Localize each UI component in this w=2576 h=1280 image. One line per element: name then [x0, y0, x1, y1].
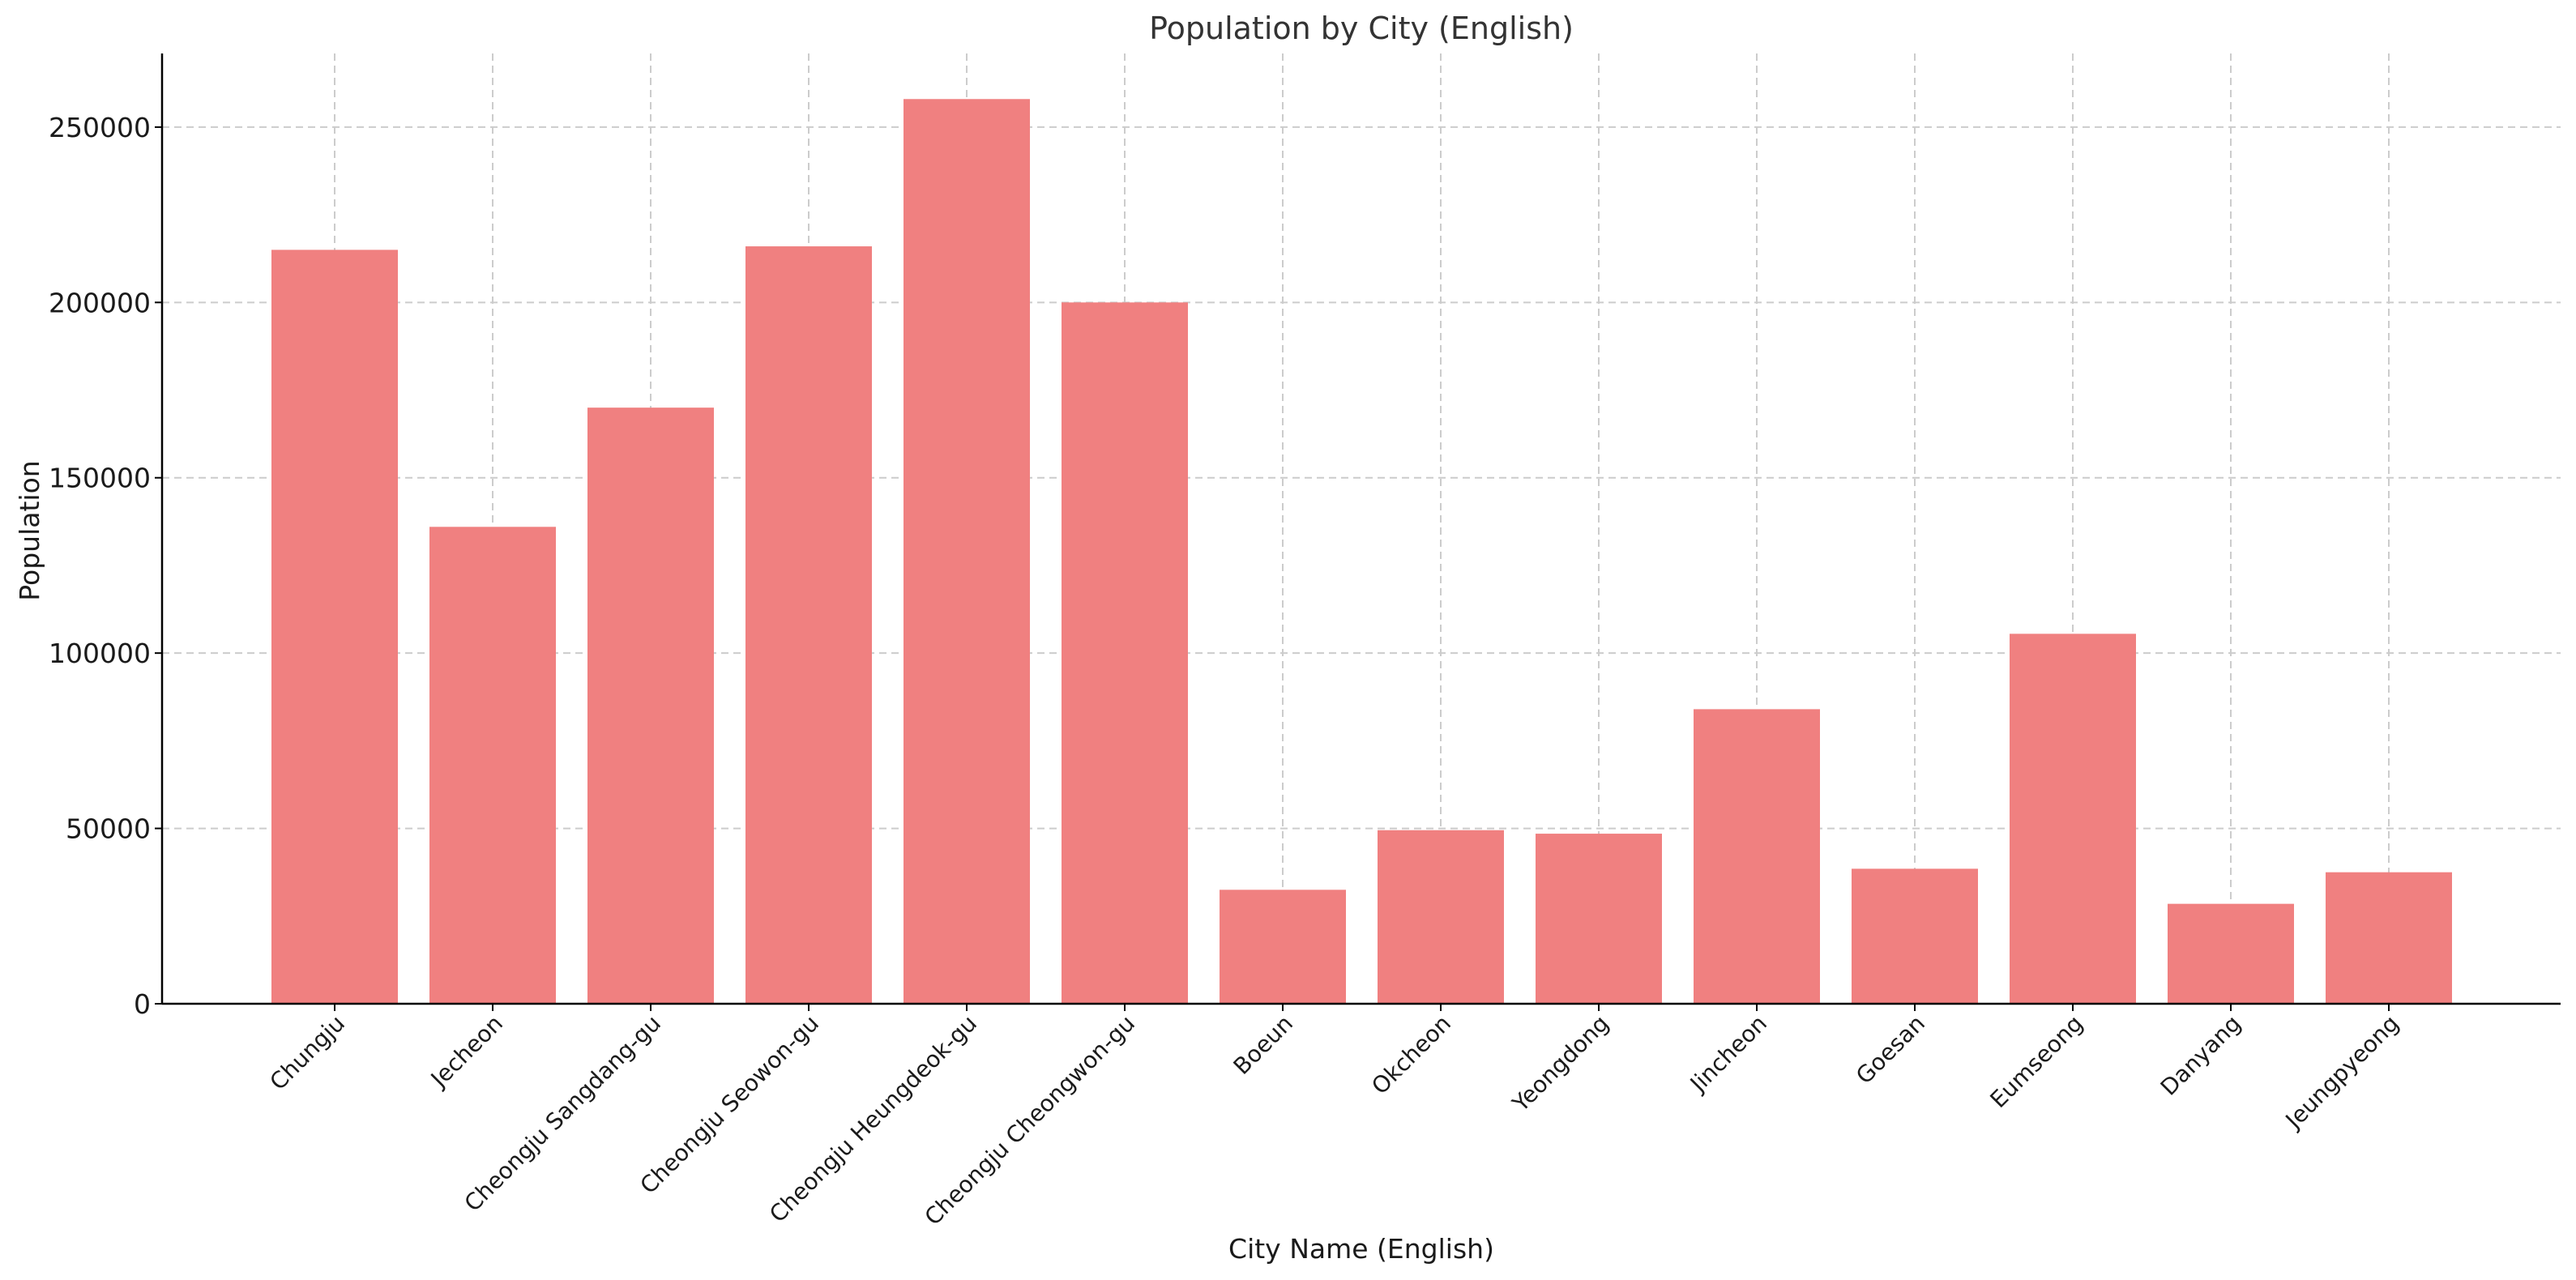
bar	[2010, 634, 2136, 1004]
x-tick-label: Goesan	[1851, 1010, 1930, 1090]
x-tick-label: Eumseong	[1985, 1010, 2088, 1113]
y-tick-label: 150000	[49, 463, 151, 494]
x-tick-label: Danyang	[2155, 1010, 2246, 1101]
bar	[1852, 868, 1978, 1004]
x-tick-label: Cheongju Seowon-gu	[635, 1010, 824, 1199]
chart-title: Population by City (English)	[1149, 11, 1574, 46]
bar	[1536, 834, 1662, 1004]
bar	[2168, 903, 2294, 1004]
x-tick-label: Boeun	[1228, 1010, 1298, 1080]
x-tick-label: Jeungpyeong	[2279, 1010, 2404, 1135]
bar	[745, 246, 872, 1004]
bar	[1220, 890, 1346, 1004]
x-axis-label: City Name (English)	[1228, 1233, 1494, 1265]
bar	[271, 250, 398, 1005]
bar	[1062, 302, 1188, 1004]
x-tick-label: Jecheon	[425, 1010, 508, 1094]
bar	[587, 407, 714, 1004]
bar	[2326, 872, 2452, 1004]
y-tick-label: 0	[134, 988, 151, 1020]
bar	[429, 527, 556, 1004]
x-tick-label: Chungju	[265, 1010, 350, 1095]
y-tick-label: 200000	[49, 287, 151, 318]
x-tick-label: Okcheon	[1366, 1010, 1456, 1100]
y-ticks: 0 50000 100000 150000 200000 250000	[49, 112, 162, 1020]
bar	[1378, 830, 1504, 1004]
bar	[904, 99, 1030, 1004]
y-tick-label: 250000	[49, 112, 151, 143]
bars-layer	[271, 99, 2452, 1005]
x-tick-label: Jincheon	[1684, 1010, 1772, 1099]
bar	[1694, 709, 1820, 1004]
y-tick-label: 50000	[66, 813, 151, 845]
axes-layer	[160, 53, 2561, 1005]
x-tick-label: Yeongdong	[1506, 1010, 1614, 1118]
y-axis-label: Population	[14, 460, 45, 600]
y-tick-label: 100000	[49, 638, 151, 669]
